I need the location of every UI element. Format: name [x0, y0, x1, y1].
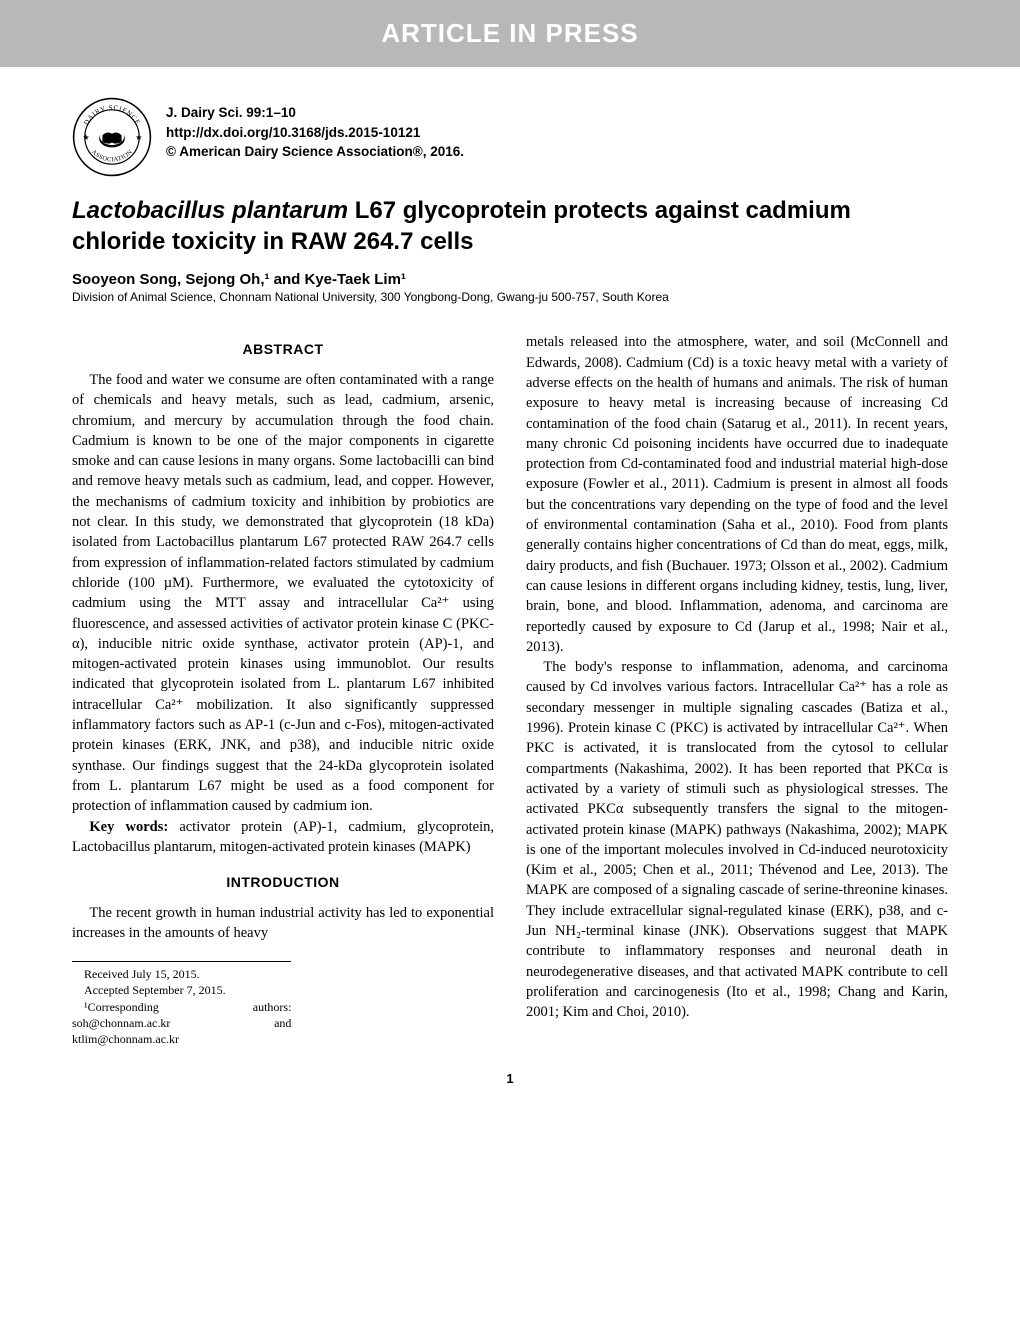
header-row: DAIRY SCIENCE ASSOCIATION ★ ★ J. Dairy S… — [72, 97, 948, 177]
journal-info: J. Dairy Sci. 99:1–10 http://dx.doi.org/… — [166, 97, 464, 162]
svg-text:★: ★ — [135, 133, 142, 142]
two-column-body: ABSTRACT The food and water we consume a… — [72, 332, 948, 1047]
affiliation: Division of Animal Science, Chonnam Nati… — [72, 290, 948, 304]
footnote-received: Received July 15, 2015. — [72, 966, 291, 982]
authors: Sooyeon Song, Sejong Oh,¹ and Kye-Taek L… — [72, 271, 948, 288]
footnotes: Received July 15, 2015. Accepted Septemb… — [72, 961, 291, 1047]
article-title: Lactobacillus plantarum L67 glycoprotein… — [72, 195, 948, 257]
footnote-corresponding: ¹Corresponding authors: soh@chonnam.ac.k… — [72, 999, 291, 1048]
journal-citation: J. Dairy Sci. 99:1–10 — [166, 103, 464, 123]
svg-text:DAIRY SCIENCE: DAIRY SCIENCE — [83, 105, 141, 127]
left-column: ABSTRACT The food and water we consume a… — [72, 332, 494, 1047]
journal-doi: http://dx.doi.org/10.3168/jds.2015-10121 — [166, 123, 464, 143]
journal-copyright: © American Dairy Science Association®, 2… — [166, 142, 464, 162]
adsa-logo: DAIRY SCIENCE ASSOCIATION ★ ★ — [72, 97, 152, 177]
right-column: metals released into the atmosphere, wat… — [526, 332, 948, 1047]
abstract-heading: ABSTRACT — [72, 340, 494, 360]
intro-paragraph-1: The recent growth in human industrial ac… — [72, 903, 494, 944]
abstract-text: The food and water we consume are often … — [72, 370, 494, 817]
page-number: 1 — [72, 1071, 948, 1086]
footnote-accepted: Accepted September 7, 2015. — [72, 982, 291, 998]
article-in-press-banner: ARTICLE IN PRESS — [0, 0, 1020, 67]
keywords: Key words: activator protein (AP)-1, cad… — [72, 817, 494, 858]
svg-text:ASSOCIATION: ASSOCIATION — [90, 149, 134, 164]
keywords-label: Key words: — [89, 819, 168, 835]
introduction-heading: INTRODUCTION — [72, 873, 494, 893]
page-content: DAIRY SCIENCE ASSOCIATION ★ ★ J. Dairy S… — [0, 67, 1020, 1126]
right-paragraph-1: metals released into the atmosphere, wat… — [526, 332, 948, 657]
right-paragraph-2: The body's response to inflammation, ade… — [526, 657, 948, 1022]
svg-text:★: ★ — [82, 133, 89, 142]
title-species: Lactobacillus plantarum — [72, 197, 348, 224]
